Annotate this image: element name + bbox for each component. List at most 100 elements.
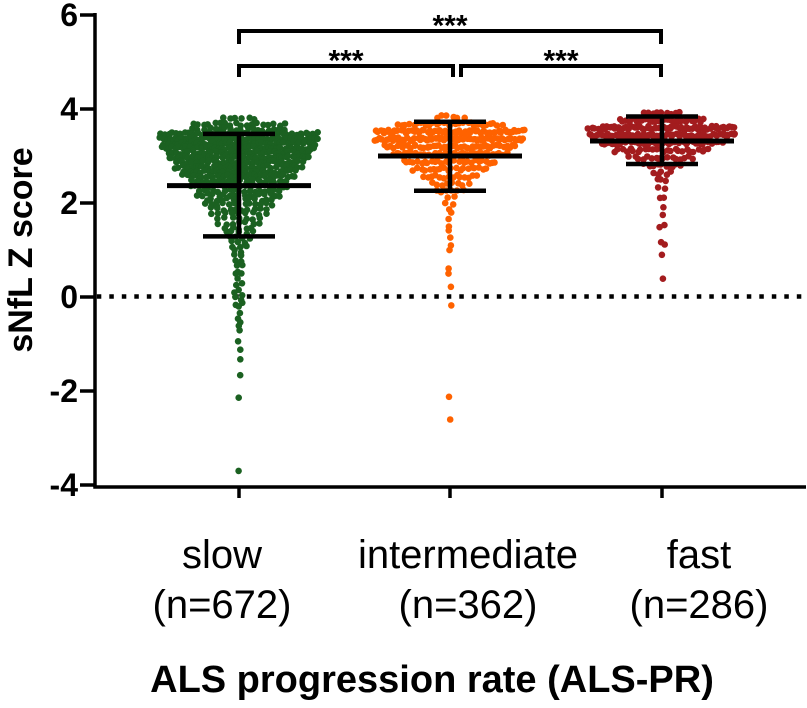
y-tick-label-neg4: -4 xyxy=(50,467,79,503)
data-point xyxy=(730,124,738,131)
data-point xyxy=(446,416,454,423)
data-point xyxy=(237,252,245,259)
data-point xyxy=(199,192,206,200)
data-point xyxy=(231,251,238,258)
data-point xyxy=(221,214,228,221)
data-point xyxy=(678,148,686,155)
data-point xyxy=(625,153,632,160)
data-point xyxy=(731,130,738,138)
data-point xyxy=(445,265,452,272)
data-point xyxy=(214,215,221,222)
data-point xyxy=(257,205,264,212)
data-point xyxy=(521,126,528,134)
data-point xyxy=(214,204,221,212)
data-point xyxy=(250,208,257,216)
data-point xyxy=(236,371,244,379)
data-point xyxy=(438,112,445,119)
data-point xyxy=(255,190,262,198)
y-tick-label-6: 6 xyxy=(60,0,78,33)
data-point xyxy=(237,346,244,354)
data-point xyxy=(447,234,454,241)
data-point xyxy=(287,166,294,174)
data-point xyxy=(233,262,241,269)
data-point xyxy=(447,283,455,291)
data-point xyxy=(243,242,250,250)
data-point xyxy=(700,115,707,123)
data-point xyxy=(406,120,413,128)
data-point xyxy=(208,210,215,218)
significance-slow-fast: *** xyxy=(432,10,467,43)
data-point xyxy=(199,157,207,165)
data-point xyxy=(473,172,481,179)
data-point xyxy=(445,393,453,401)
data-point xyxy=(281,120,289,127)
data-point xyxy=(167,154,175,162)
data-point xyxy=(411,141,419,149)
data-point xyxy=(634,155,642,163)
data-point xyxy=(291,173,298,180)
data-point xyxy=(229,214,237,221)
data-point xyxy=(451,193,458,200)
data-point xyxy=(253,119,260,127)
data-point xyxy=(205,157,213,164)
data-point xyxy=(246,171,253,178)
data-point xyxy=(239,153,247,160)
data-point xyxy=(506,136,514,143)
data-point xyxy=(447,209,455,216)
errorbar-slow xyxy=(167,131,311,239)
data-point xyxy=(219,199,226,207)
data-point xyxy=(241,218,249,226)
data-point xyxy=(667,168,674,175)
data-point xyxy=(464,144,471,152)
data-point xyxy=(433,181,441,189)
data-point xyxy=(445,227,453,234)
data-point xyxy=(689,148,697,156)
bracket-intermediate-fast xyxy=(459,64,663,77)
data-point xyxy=(444,194,452,201)
data-point xyxy=(446,246,453,254)
significance-intermediate-fast: *** xyxy=(543,45,578,78)
group-label-intermediate: intermediate xyxy=(358,533,578,577)
data-point xyxy=(194,121,201,128)
data-point xyxy=(241,209,249,217)
data-point xyxy=(232,270,240,277)
y-tick-label-4: 4 xyxy=(60,91,78,127)
data-point xyxy=(482,165,490,172)
data-point xyxy=(421,167,429,174)
data-point xyxy=(231,246,238,254)
data-point xyxy=(228,237,235,245)
data-point xyxy=(442,112,450,119)
data-point xyxy=(214,220,222,228)
bracket-slow-intermediate xyxy=(237,64,455,77)
data-point xyxy=(268,196,275,203)
data-point xyxy=(235,467,242,475)
data-point xyxy=(201,200,209,207)
y-axis-title: sNfL Z score xyxy=(2,147,40,352)
data-point xyxy=(235,394,242,402)
data-point xyxy=(274,161,281,169)
data-point xyxy=(459,165,467,172)
data-point xyxy=(629,147,636,155)
data-point xyxy=(207,124,214,132)
data-point xyxy=(676,108,683,116)
group-label-slow: slow xyxy=(182,533,262,577)
data-point xyxy=(420,173,427,181)
data-point xyxy=(423,159,431,167)
dots-slow xyxy=(156,114,322,475)
data-point xyxy=(270,120,277,128)
data-point xyxy=(235,303,242,310)
data-point xyxy=(661,221,668,229)
dots-intermediate xyxy=(371,112,528,423)
data-point xyxy=(245,194,252,202)
data-point xyxy=(657,168,665,175)
data-point xyxy=(245,200,253,207)
data-point xyxy=(256,220,263,227)
data-point xyxy=(236,309,244,317)
data-point xyxy=(268,202,276,209)
data-point xyxy=(276,193,283,200)
plot-layers xyxy=(80,13,807,498)
data-point xyxy=(188,159,196,166)
data-point xyxy=(298,163,306,171)
data-point xyxy=(279,139,287,146)
